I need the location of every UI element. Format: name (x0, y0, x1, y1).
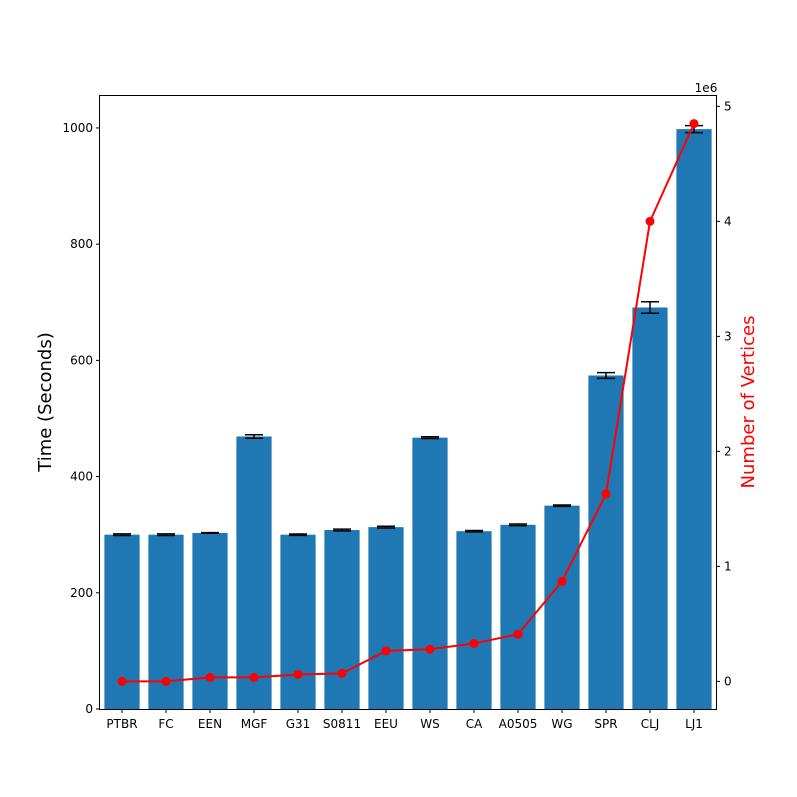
y-right-tick-label: 2 (724, 444, 732, 458)
y-left-tick-label: 800 (70, 237, 93, 251)
errorbar-SPR (597, 371, 615, 380)
x-tick-label: MGF (241, 717, 268, 731)
bar-WG (544, 505, 580, 709)
y-right-tick-label: 1 (724, 559, 732, 573)
errorbar-WG (553, 504, 571, 508)
x-tick-label: G31 (286, 717, 311, 731)
vertices-point-A0505 (513, 629, 523, 639)
vertices-line (122, 123, 695, 683)
y-axis-right-multiplier: 1e6 (695, 81, 718, 95)
y-axis-left-title: Time (Seconds) (35, 332, 56, 472)
x-tick-label: S0811 (323, 717, 361, 731)
x-tick-label: WS (420, 717, 439, 731)
x-tick-label: WG (551, 717, 572, 731)
vertices-point-CA (469, 638, 479, 648)
errorbar-MGF (245, 433, 263, 439)
errorbar-EEN (201, 531, 219, 534)
x-tick-label: SPR (594, 717, 617, 731)
x-tick-label: CA (466, 717, 483, 731)
bar-A0505 (500, 524, 536, 709)
bar-S0811 (324, 530, 360, 709)
y-axis-right-title: Number of Vertices (738, 316, 759, 489)
errorbar-PTBR (113, 533, 131, 537)
bar-EEU (368, 527, 404, 709)
y-left-tick-label: 1000 (62, 121, 93, 135)
plot-frame (99, 95, 717, 710)
vertices-point-S0811 (337, 668, 347, 678)
y-left-tick-label: 400 (70, 470, 93, 484)
errorbar-group (113, 124, 703, 537)
vertices-point-G31 (293, 669, 303, 679)
y-right-tick-label: 0 (724, 674, 732, 688)
vertices-point-SPR (601, 489, 611, 499)
vertices-point-MGF (249, 672, 259, 682)
y-right-tick-label: 3 (724, 329, 732, 343)
errorbar-WS (421, 436, 439, 440)
bar-EEN (192, 532, 228, 709)
x-tick-label: PTBR (106, 717, 137, 731)
x-tick-label: A0505 (499, 717, 538, 731)
x-tick-label: EEU (374, 717, 398, 731)
x-tick-label: EEN (198, 717, 222, 731)
errorbar-CA (465, 529, 483, 533)
vertices-point-FC (161, 676, 171, 686)
vertices-point-CLJ (645, 216, 655, 226)
y-left-tick-label: 200 (70, 586, 93, 600)
y-axis-left: 0 200 400 600 800 1000 (62, 121, 100, 716)
errorbar-EEU (377, 525, 395, 529)
bar-WS (412, 437, 448, 709)
vertices-point-LJ1 (689, 119, 699, 129)
x-tick-label: FC (158, 717, 173, 731)
errorbar-G31 (289, 533, 307, 537)
bar-G31 (280, 534, 316, 709)
plot-area (99, 95, 717, 710)
vertices-point-WG (557, 576, 567, 586)
x-tick-label: CLJ (641, 717, 660, 731)
y-left-tick-label: 0 (85, 702, 93, 716)
bar-CA (456, 531, 492, 709)
errorbar-CLJ (641, 300, 659, 315)
y-right-tick-label: 5 (724, 99, 732, 113)
bar-SPR (588, 375, 624, 709)
errorbar-A0505 (509, 523, 527, 527)
errorbar-FC (157, 533, 175, 537)
errorbar-S0811 (333, 528, 351, 532)
y-left-tick-label: 600 (70, 353, 93, 367)
bar-group (104, 129, 712, 709)
line-series-group (117, 119, 699, 686)
vertices-point-WS (425, 644, 435, 654)
vertices-point-PTBR (117, 676, 127, 686)
bar-MGF (236, 436, 272, 709)
bar-LJ1 (676, 129, 712, 709)
y-right-tick-label: 4 (724, 214, 732, 228)
y-axis-right: 0 1 2 3 4 5 (716, 99, 732, 688)
x-axis: PTBR FC EEN MGF G31 S0811 EEU WS CA A0505 WG SPR CLJ… (106, 709, 703, 731)
vertices-point-EEN (205, 672, 215, 682)
bar-CLJ (632, 307, 668, 709)
vertices-point-EEU (381, 646, 391, 656)
x-tick-label: LJ1 (685, 717, 703, 731)
